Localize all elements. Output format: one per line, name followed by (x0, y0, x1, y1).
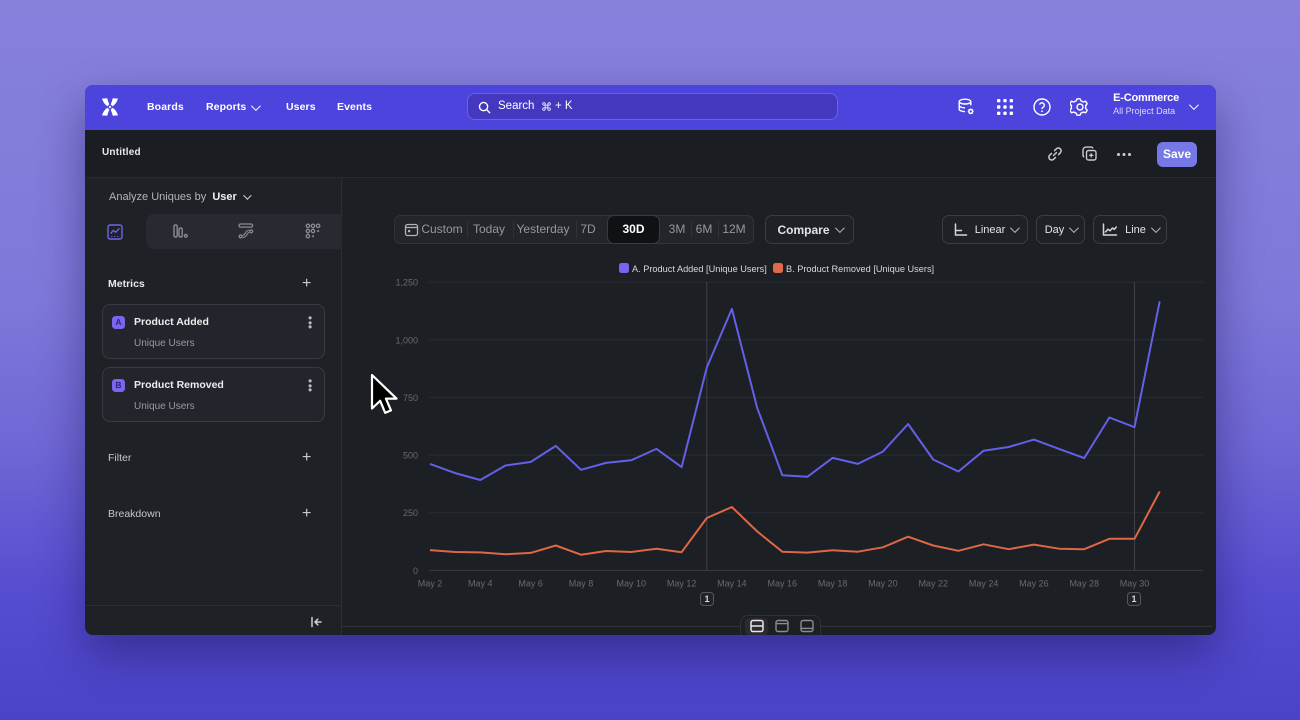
svg-text:0: 0 (413, 566, 418, 576)
svg-text:May 6: May 6 (518, 579, 543, 589)
svg-text:May 10: May 10 (617, 579, 647, 589)
svg-text:750: 750 (403, 393, 418, 403)
svg-text:May 28: May 28 (1069, 579, 1099, 589)
svg-text:May 26: May 26 (1019, 579, 1049, 589)
svg-text:May 12: May 12 (667, 579, 697, 589)
svg-text:1,000: 1,000 (395, 335, 418, 345)
svg-text:May 16: May 16 (768, 579, 798, 589)
svg-text:May 30: May 30 (1120, 579, 1150, 589)
svg-text:May 22: May 22 (918, 579, 948, 589)
svg-text:May 24: May 24 (969, 579, 999, 589)
svg-text:May 18: May 18 (818, 579, 848, 589)
svg-text:May 8: May 8 (569, 579, 594, 589)
svg-text:May 4: May 4 (468, 579, 493, 589)
svg-text:May 2: May 2 (418, 579, 443, 589)
svg-text:1,250: 1,250 (395, 278, 418, 288)
svg-text:May 14: May 14 (717, 579, 747, 589)
svg-text:250: 250 (403, 508, 418, 518)
svg-text:May 20: May 20 (868, 579, 898, 589)
svg-text:500: 500 (403, 451, 418, 461)
